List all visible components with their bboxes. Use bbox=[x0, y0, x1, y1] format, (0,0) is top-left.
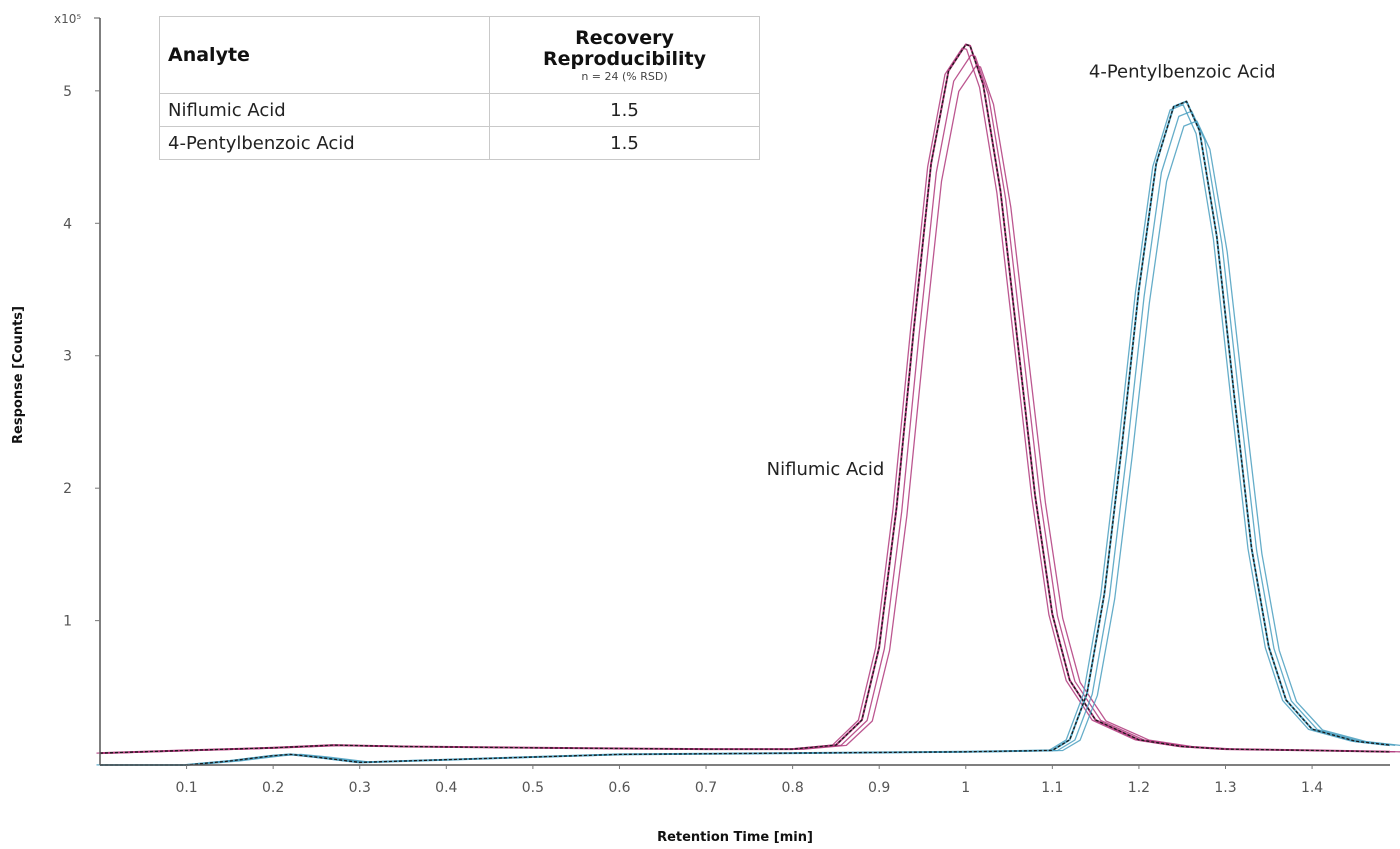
x-tick-label: 0.4 bbox=[435, 780, 457, 796]
niflumic-acid-peak-label: Niflumic Acid bbox=[767, 459, 885, 480]
analyte-cell: 4-Pentylbenzoic Acid bbox=[159, 126, 490, 160]
recovery-results-table: Analyte Recovery Reproducibility n = 24 … bbox=[159, 16, 760, 160]
y-tick-label: 1 bbox=[63, 614, 72, 630]
x-tick-label: 1 bbox=[961, 780, 970, 796]
x-tick-label: 0.8 bbox=[781, 780, 803, 796]
x-tick-label: 1.3 bbox=[1214, 780, 1236, 796]
recovery-header-line2: Reproducibility bbox=[542, 47, 707, 70]
x-tick-label: 1.2 bbox=[1128, 780, 1150, 796]
recovery-header-subtitle: n = 24 (% RSD) bbox=[581, 69, 668, 83]
x-tick-label: 1.4 bbox=[1301, 780, 1323, 796]
x-tick-label: 0.1 bbox=[175, 780, 197, 796]
x-tick-label: 0.3 bbox=[349, 780, 371, 796]
series-line bbox=[96, 104, 1387, 766]
x-tick-label: 0.9 bbox=[868, 780, 890, 796]
x-tick-label: 1.1 bbox=[1041, 780, 1063, 796]
chart-axes bbox=[94, 17, 1390, 766]
x-tick-label: 0.2 bbox=[262, 780, 284, 796]
analyte-column-header: Analyte bbox=[159, 16, 490, 94]
peak-annotations: Niflumic Acid 4-Pentylbenzoic Acid bbox=[767, 62, 1276, 480]
y-tick-label: 4 bbox=[63, 216, 72, 232]
series-reference-dashed-line bbox=[99, 43, 1391, 754]
y-axis-exponent-label: x10⁵ bbox=[54, 12, 81, 26]
series-line bbox=[110, 120, 1400, 766]
recovery-column-header: Recovery Reproducibility n = 24 (% RSD) bbox=[489, 16, 760, 94]
table-row: 4-Pentylbenzoic Acid 1.5 bbox=[159, 126, 760, 160]
x-tick-label: 0.5 bbox=[522, 780, 544, 796]
table-header-row: Analyte Recovery Reproducibility n = 24 … bbox=[159, 16, 760, 94]
series-line bbox=[105, 110, 1396, 766]
y-axis-title: Response [Counts] bbox=[11, 306, 26, 444]
y-tick-label: 2 bbox=[63, 481, 72, 497]
table-row: Niflumic Acid 1.5 bbox=[159, 93, 760, 127]
pentylbenzoic-acid-peak-label: 4-Pentylbenzoic Acid bbox=[1089, 62, 1276, 83]
chromatogram-traces bbox=[96, 43, 1400, 766]
series-niflumic-acid-traces bbox=[96, 43, 1400, 755]
y-tick-label: 5 bbox=[63, 84, 72, 100]
recovery-value-cell: 1.5 bbox=[489, 126, 760, 160]
y-tick-label: 3 bbox=[63, 349, 72, 365]
recovery-header-line1: Recovery bbox=[575, 26, 674, 49]
x-tick-label: 0.7 bbox=[695, 780, 717, 796]
analyte-cell: Niflumic Acid bbox=[159, 93, 490, 127]
recovery-value-cell: 1.5 bbox=[489, 93, 760, 127]
series-line bbox=[100, 100, 1391, 766]
series-pentylbenzoic-acid-traces bbox=[96, 100, 1400, 766]
x-tick-label: 0.6 bbox=[608, 780, 630, 796]
chart-ticks: 0.1 0.2 0.3 0.4 0.5 0.6 0.7 0.8 0.9 1 1.1 1.2 1.3 1.4… bbox=[63, 84, 1323, 796]
x-axis-title: Retention Time [min] bbox=[657, 830, 813, 845]
series-reference-dashed-line bbox=[100, 100, 1391, 766]
